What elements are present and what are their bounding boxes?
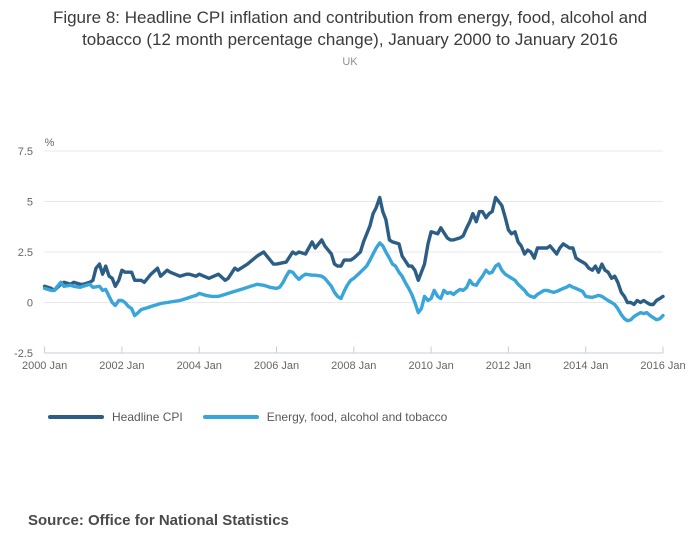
legend: Headline CPI Energy, food, alcohol and t… (48, 409, 467, 425)
x-tick-label: 2008 Jan (331, 360, 376, 372)
legend-label: Energy, food, alcohol and tobacco (266, 410, 448, 424)
legend-item-energy-food: Energy, food, alcohol and tobacco (202, 410, 448, 424)
x-tick-label: 2012 Jan (486, 360, 531, 372)
series-line-energy-food-alcohol-and-tobacco (42, 241, 665, 323)
x-tick-label: 2002 Jan (99, 360, 144, 372)
source-note: Source: Office for National Statistics (28, 512, 289, 529)
x-tick-label: 2000 Jan (22, 360, 67, 372)
chart-title: Figure 8: Headline CPI inflation and con… (52, 8, 648, 49)
x-tick-label: 2006 Jan (254, 360, 299, 372)
chart-subtitle: UK (342, 56, 358, 68)
series-line-headline-cpi (42, 195, 665, 307)
headline-cpi-line-swatch (48, 415, 104, 419)
energy-food-line-swatch (202, 415, 259, 419)
y-tick-label: 7.5 (18, 146, 33, 158)
line-chart: 2000 Jan 2002 Jan 2004 Jan 2006 Jan 2008 Jan… (14, 137, 686, 372)
x-tick-label: 2010 Jan (408, 360, 453, 372)
y-axis-unit-label: % (45, 137, 55, 149)
y-tick-label: 2.5 (18, 247, 33, 259)
legend-label: Headline CPI (112, 410, 183, 424)
y-tick-label: 0 (27, 298, 33, 310)
x-tick-label: 2016 Jan (640, 360, 685, 372)
x-tick-label: 2014 Jan (563, 360, 608, 372)
y-tick-label: 5 (27, 197, 33, 209)
x-tick-label: 2004 Jan (177, 360, 222, 372)
y-tick-label: -2.5 (14, 348, 33, 360)
legend-item-headline-cpi: Headline CPI (48, 410, 183, 424)
